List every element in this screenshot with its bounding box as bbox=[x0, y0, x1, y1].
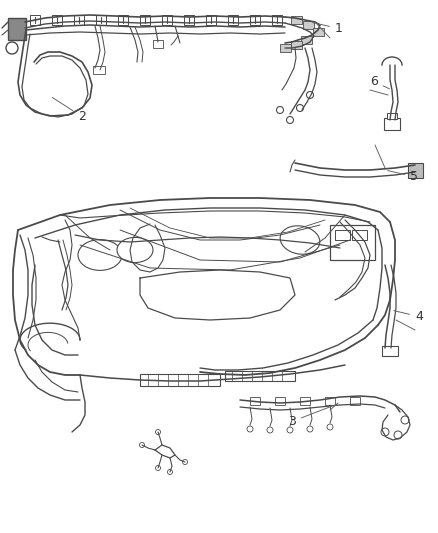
Bar bbox=[303, 21, 314, 29]
Circle shape bbox=[394, 431, 402, 439]
Circle shape bbox=[297, 104, 304, 111]
Bar bbox=[275, 397, 285, 405]
Circle shape bbox=[155, 430, 160, 434]
Bar bbox=[350, 397, 360, 405]
Bar bbox=[52, 15, 62, 25]
Bar bbox=[335, 230, 350, 240]
Circle shape bbox=[139, 442, 145, 448]
Circle shape bbox=[276, 107, 283, 114]
Bar bbox=[118, 15, 128, 25]
Text: 1: 1 bbox=[313, 22, 343, 35]
Bar bbox=[384, 118, 400, 130]
Circle shape bbox=[401, 416, 409, 424]
Bar bbox=[206, 15, 216, 25]
Bar bbox=[280, 44, 291, 52]
Circle shape bbox=[167, 470, 173, 474]
Circle shape bbox=[267, 427, 273, 433]
Bar bbox=[330, 225, 375, 260]
Bar bbox=[140, 374, 220, 386]
Bar bbox=[352, 230, 367, 240]
Bar bbox=[291, 16, 302, 24]
Bar bbox=[8, 18, 26, 40]
Bar bbox=[300, 397, 310, 405]
Bar bbox=[382, 346, 398, 356]
Bar bbox=[74, 15, 84, 25]
Bar bbox=[140, 15, 150, 25]
Circle shape bbox=[155, 465, 160, 471]
Circle shape bbox=[327, 424, 333, 430]
Circle shape bbox=[286, 117, 293, 124]
Text: 5: 5 bbox=[388, 170, 418, 183]
Text: 4: 4 bbox=[394, 310, 423, 323]
Bar bbox=[184, 15, 194, 25]
Circle shape bbox=[307, 92, 314, 99]
Bar bbox=[301, 36, 312, 44]
Circle shape bbox=[247, 426, 253, 432]
Text: 6: 6 bbox=[370, 75, 389, 89]
Ellipse shape bbox=[78, 240, 122, 270]
Bar bbox=[30, 15, 40, 25]
Circle shape bbox=[6, 42, 18, 54]
Bar bbox=[313, 28, 324, 36]
Bar bbox=[325, 397, 335, 405]
Bar bbox=[93, 66, 105, 74]
Circle shape bbox=[287, 427, 293, 433]
Bar bbox=[225, 371, 295, 381]
Bar bbox=[272, 15, 282, 25]
Text: 2: 2 bbox=[52, 98, 86, 123]
Bar bbox=[96, 15, 106, 25]
Bar bbox=[228, 15, 238, 25]
Bar bbox=[387, 113, 397, 119]
Bar bbox=[250, 397, 260, 405]
Circle shape bbox=[307, 426, 313, 432]
Text: 3: 3 bbox=[288, 404, 337, 428]
Bar bbox=[408, 163, 423, 178]
Circle shape bbox=[381, 428, 389, 436]
Bar bbox=[162, 15, 172, 25]
Ellipse shape bbox=[117, 237, 153, 263]
Circle shape bbox=[183, 459, 187, 464]
Ellipse shape bbox=[280, 226, 320, 254]
Bar bbox=[153, 40, 163, 48]
Bar bbox=[250, 15, 260, 25]
Bar bbox=[291, 41, 302, 49]
